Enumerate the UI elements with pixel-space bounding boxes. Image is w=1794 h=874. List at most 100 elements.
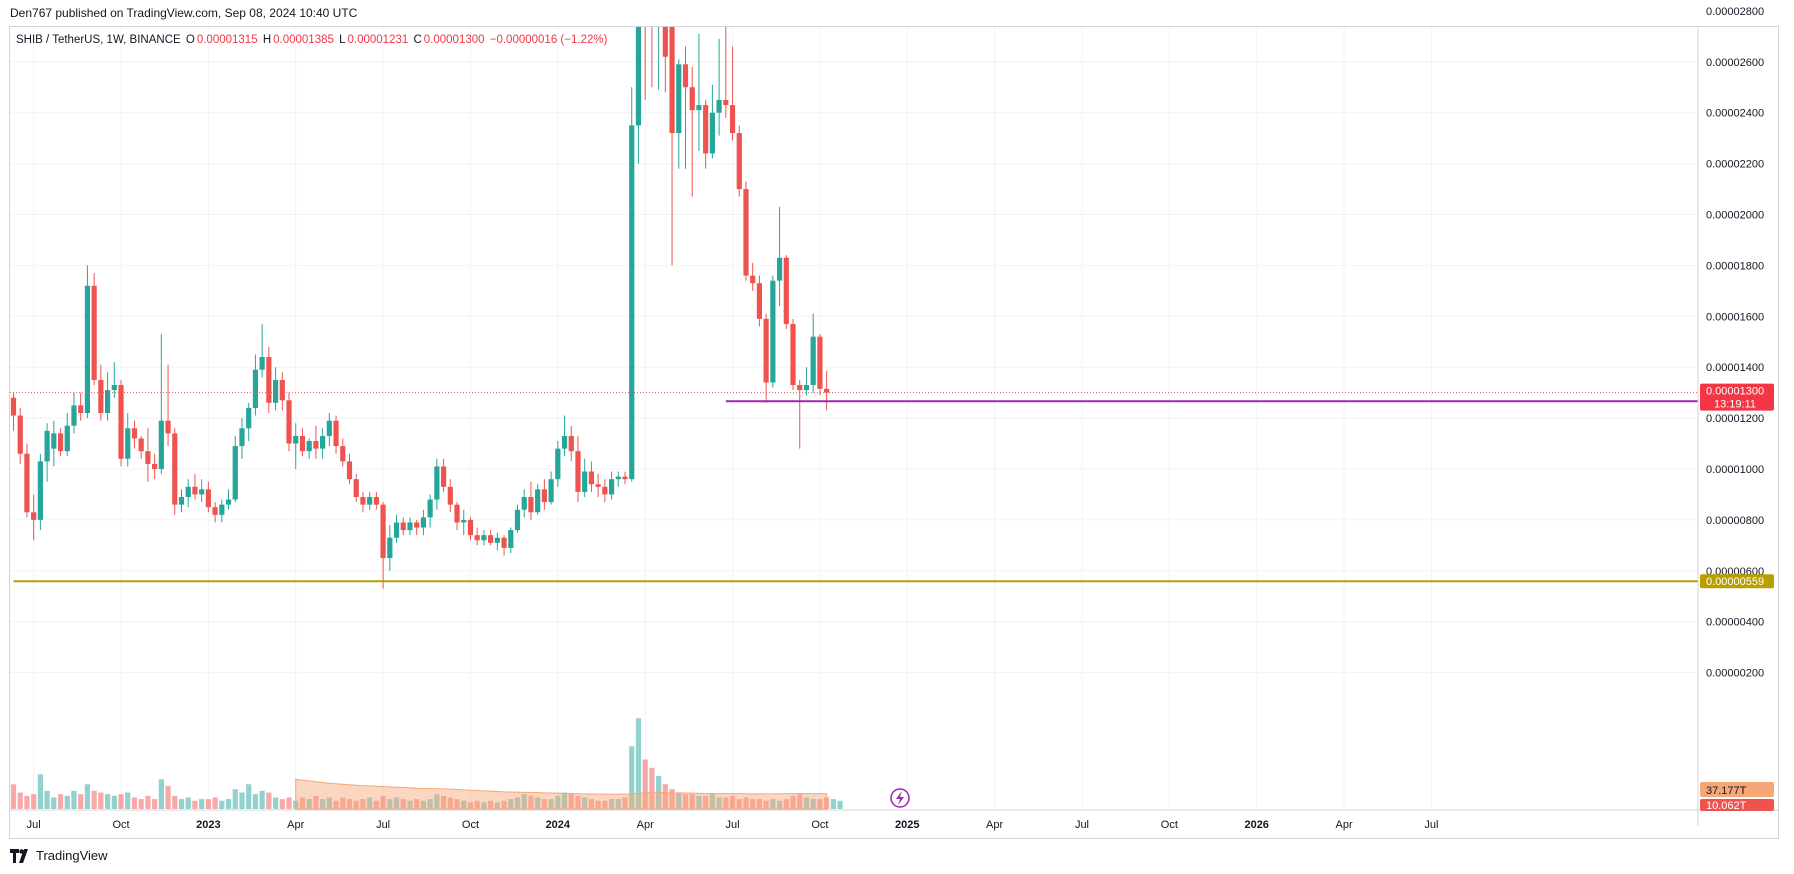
volume-bar — [78, 794, 84, 809]
candle-body — [252, 369, 259, 408]
legend-open-value: 0.00001315 — [196, 34, 258, 46]
volume-bar — [689, 794, 695, 809]
volume-bar — [420, 800, 427, 809]
candle-body — [313, 441, 319, 449]
volume-bar — [676, 792, 682, 809]
support-lower-label: 0.00000559 — [1706, 576, 1764, 588]
volume-bar — [98, 792, 104, 809]
legend-symbol[interactable]: SHIB / TetherUS, 1W, BINANCE — [16, 34, 181, 46]
candle-body — [272, 379, 279, 403]
volume-bar — [521, 794, 527, 809]
y-tick-label: 0.00000200 — [1706, 668, 1764, 680]
candle-body — [346, 461, 353, 480]
candle-body — [111, 385, 117, 391]
candle-body — [360, 496, 366, 505]
volume-bar — [461, 800, 467, 809]
volume-bar — [743, 797, 749, 809]
candle-body — [98, 379, 104, 414]
y-tick-label: 0.00002600 — [1706, 57, 1764, 69]
plot-area — [10, 0, 1698, 810]
candle-body — [817, 336, 823, 389]
volume-bar — [118, 794, 124, 809]
candle-body — [84, 285, 91, 414]
volume-bar — [803, 797, 810, 809]
volume-bar — [642, 759, 648, 809]
candle-body — [535, 489, 541, 513]
candle-body — [649, 0, 654, 21]
volume-bar — [602, 800, 608, 809]
y-tick-label: 0.00001600 — [1706, 311, 1764, 323]
candle-body — [582, 471, 588, 492]
candle-body — [367, 496, 373, 505]
y-tick-label: 0.00002000 — [1706, 210, 1764, 222]
volume-bar — [199, 799, 205, 809]
candle-body — [635, 27, 642, 126]
x-tick-label: Jul — [1075, 819, 1089, 831]
candle-body — [602, 486, 608, 495]
candle-body — [199, 489, 205, 495]
volume-bar — [279, 799, 285, 809]
candle-body — [716, 99, 722, 113]
volume-bar — [635, 718, 642, 809]
x-tick-label: 2026 — [1244, 819, 1268, 831]
volume-bar — [810, 799, 816, 809]
candle-body — [743, 189, 749, 276]
volume-bar — [138, 799, 144, 809]
volume-bar — [649, 767, 655, 809]
x-tick-label: Oct — [811, 819, 828, 831]
candle-body — [178, 496, 185, 505]
ohlc-legend: SHIB / TetherUS, 1W, BINANCE O 0.00001315… — [16, 34, 609, 46]
candle-body — [824, 388, 830, 393]
candle-body — [434, 466, 440, 500]
volume-bar — [17, 792, 23, 809]
volume-bar — [407, 800, 413, 809]
candle-body — [797, 385, 803, 391]
volume-bar — [756, 799, 763, 809]
volume-bar — [703, 795, 709, 809]
candle-body — [770, 280, 776, 383]
candle-body — [656, 0, 661, 21]
candle-body — [320, 435, 326, 449]
candle-body — [205, 489, 211, 508]
volume-bar — [817, 799, 823, 809]
volume-bar — [393, 797, 400, 809]
footer-brand[interactable]: TradingView — [10, 848, 108, 863]
candle-body — [400, 522, 406, 531]
candle-body — [723, 99, 729, 106]
candle-body — [676, 64, 682, 134]
legend-close-value: 0.00001300 — [423, 34, 485, 46]
candle-body — [729, 105, 736, 134]
volume-bar — [528, 795, 534, 809]
candle-body — [158, 420, 164, 469]
tradingview-logo-icon — [10, 848, 28, 863]
candle-body — [474, 535, 480, 541]
volume-bar — [736, 799, 742, 809]
volume-bar — [434, 794, 440, 809]
volume-bar — [212, 797, 218, 809]
volume-bar — [682, 794, 689, 809]
volume-bar — [770, 799, 776, 809]
legend-low-label: L — [339, 34, 346, 46]
volume-bar — [750, 799, 756, 809]
x-tick-label: Oct — [112, 819, 129, 831]
volume-bar — [306, 799, 312, 809]
candle-body — [380, 504, 386, 559]
candle-body — [353, 479, 359, 497]
volume-bar — [709, 794, 715, 809]
volume-bar — [508, 799, 514, 809]
candle-body — [64, 425, 70, 452]
volume-bar — [440, 795, 447, 809]
footer-brand-label: TradingView — [36, 848, 108, 863]
candle-body — [131, 428, 138, 439]
volume-bar — [340, 797, 346, 809]
volume-bar — [467, 802, 474, 809]
y-tick-label: 0.00002800 — [1706, 6, 1764, 18]
candle-body — [31, 512, 37, 520]
volume-bar — [10, 784, 17, 809]
candle-body — [118, 385, 124, 459]
x-tick-label: Apr — [1335, 819, 1352, 831]
x-tick-label: 2025 — [895, 819, 919, 831]
candle-body — [239, 428, 245, 447]
volume-bar — [837, 800, 843, 809]
